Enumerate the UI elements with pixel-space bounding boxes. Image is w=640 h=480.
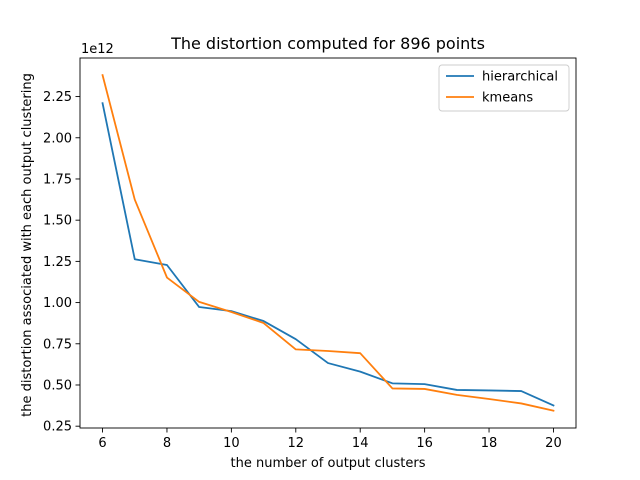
y-tick-label: 1.75 xyxy=(43,172,72,187)
y-tick-label: 0.25 xyxy=(43,420,72,435)
x-tick-label: 16 xyxy=(416,436,433,451)
x-tick-label: 14 xyxy=(352,436,369,451)
y-tick-label: 1.50 xyxy=(43,214,72,229)
axes-frame xyxy=(79,57,577,429)
plot-area: 6 8 10 12 14 16 18 20 0.25 0.50 0.75 1.00 1.25 1.50 1.… xyxy=(43,57,577,451)
series-line-kmeans xyxy=(101,74,555,412)
y-tick-label: 0.75 xyxy=(43,337,72,352)
x-tick-label: 8 xyxy=(163,436,171,451)
y-tick-label: 2.00 xyxy=(43,131,72,146)
x-tick-label: 10 xyxy=(223,436,240,451)
legend: hierarchical kmeans xyxy=(438,64,570,112)
y-axis-label: the distortion associated with each outp… xyxy=(20,73,35,417)
y-tick-label: 1.25 xyxy=(43,255,72,270)
x-axis-label: the number of output clusters xyxy=(231,456,426,471)
y-tick-label: 1.00 xyxy=(43,296,72,311)
y-axis-offset-label: 1e12 xyxy=(81,42,114,57)
legend-label-kmeans: kmeans xyxy=(482,91,533,106)
y-tick-label: 0.50 xyxy=(43,378,72,393)
series-line-hierarchical xyxy=(101,102,555,407)
chart-title: The distortion computed for 896 points xyxy=(170,34,485,53)
x-tick-label: 6 xyxy=(98,436,106,451)
x-tick-label: 18 xyxy=(481,436,498,451)
legend-label-hierarchical: hierarchical xyxy=(482,70,558,85)
y-tick-label: 2.25 xyxy=(43,90,72,105)
x-tick-label: 20 xyxy=(545,436,562,451)
x-tick-label: 12 xyxy=(288,436,305,451)
